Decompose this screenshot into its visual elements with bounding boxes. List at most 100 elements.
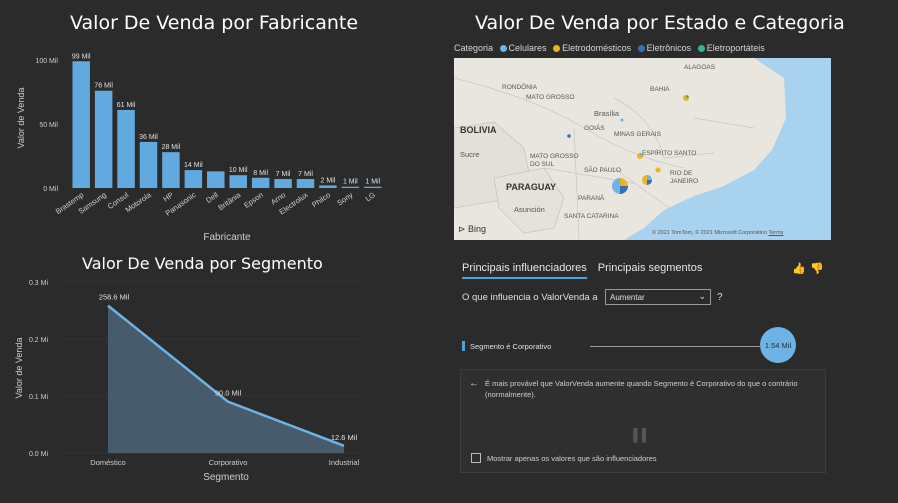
bing-logo: ⊳ Bing: [458, 224, 487, 234]
bar: [184, 170, 203, 188]
map-label-sc: SANTA CATARINA: [564, 213, 619, 220]
legend-item-eletroportateis[interactable]: Eletroportáteis: [694, 43, 765, 53]
bar-data-label: 99 Mil: [72, 53, 91, 60]
factor-bubble-value: 1.54 Mil: [764, 340, 792, 350]
legend-item-eletronicos[interactable]: Eletrônicos: [634, 43, 691, 53]
map-label-sao-paulo: SÃO PAULO: [584, 167, 622, 174]
influence-question: O que influencia o ValorVenda a: [462, 292, 598, 303]
factor-connector-line: [590, 346, 760, 347]
influencer-tabs: Principais influenciadores Principais se…: [462, 262, 710, 279]
legend-item-eletrodomesticos[interactable]: Eletrodomésticos: [549, 43, 631, 53]
fabricante-bar-chart: 0 Mil 50 Mil 100 Mil Valor de Venda Fabrican…: [16, 53, 382, 243]
x-tick-label: Industrial: [329, 458, 360, 467]
checkbox-label: Mostrar apenas os valores que são influe…: [487, 454, 657, 463]
map-label-mato-grosso: MATO GROSSO: [526, 94, 575, 101]
map-label-rondonia: RONDÔNIA: [502, 84, 538, 91]
influencer-detail-card: ← É mais provável que ValorVenda aumente…: [460, 369, 826, 473]
marker-rio[interactable]: [642, 175, 652, 185]
thumbs-up-icon[interactable]: 👍: [792, 263, 806, 275]
bar: [229, 175, 247, 188]
bar-data-label: 36 Mil: [139, 134, 158, 141]
chevron-down-icon: ⌄: [698, 291, 706, 301]
influencers-only-checkbox[interactable]: [471, 453, 481, 463]
marker-minas[interactable]: [637, 153, 643, 159]
map-label-ms: MATO GROSSO DO SUL: [530, 153, 579, 168]
x-axis-label: Segmento: [203, 472, 249, 483]
map-label-brasilia: Brasília: [594, 109, 620, 118]
back-arrow-icon[interactable]: ←: [469, 378, 479, 389]
bar-data-label: 7 Mil: [276, 171, 291, 178]
y-tick-label: 50 Mil: [39, 122, 58, 129]
legend-dot: [697, 45, 705, 52]
map-markers: [612, 95, 689, 194]
tab-principais-segmentos[interactable]: Principais segmentos: [597, 262, 703, 274]
legend-item-celulares[interactable]: Celulares: [496, 43, 547, 53]
bar: [274, 179, 292, 188]
legend-dot: [637, 45, 645, 52]
map-label-rio: RIO DE JANEIRO: [670, 170, 699, 185]
map-label-asuncion: Asunción: [514, 205, 545, 214]
y-axis-label: Valor de Venda: [16, 88, 26, 149]
tab-principais-influenciadores[interactable]: Principais influenciadores: [462, 262, 587, 279]
map-label-alagoas: ALAGOAS: [684, 64, 716, 71]
thumbs-down-icon[interactable]: 👎: [810, 263, 824, 275]
legend-dot: [499, 45, 507, 52]
x-tick-label: HP: [161, 190, 175, 203]
x-tick-label: Sony: [335, 190, 354, 207]
direction-select[interactable]: Aumentar ⌄: [605, 289, 711, 305]
factor-bubble[interactable]: 1.54 Mil: [760, 327, 796, 363]
fabricante-chart-title: Valor De Venda por Fabricante: [70, 12, 359, 34]
help-icon[interactable]: ?: [717, 292, 723, 303]
y-axis-label: Valor de Venda: [14, 338, 24, 399]
brazil-map[interactable]: RONDÔNIA MATO GROSSO BOLIVIA Sucre Brasí…: [454, 58, 831, 240]
legend-title: Categoria: [454, 43, 494, 53]
bar: [117, 109, 135, 188]
marker-es[interactable]: [655, 167, 661, 173]
marker-sao-paulo[interactable]: [612, 178, 628, 194]
factor-label[interactable]: Segmento é Corporativo: [470, 342, 552, 351]
x-tick-label: Doméstico: [90, 458, 125, 467]
bar: [319, 185, 337, 188]
map-copyright: © 2021 TomTom, © 2021 Microsoft Corporat…: [652, 230, 784, 236]
fabricante-chart-panel: Valor De Venda por Fabricante 0 Mil 50 Mi…: [0, 0, 440, 248]
bar-data-label: 28 Mil: [162, 144, 181, 151]
y-tick-label: 100 Mil: [35, 58, 58, 65]
x-axis-label: Fabricante: [203, 232, 251, 243]
bar: [296, 179, 315, 188]
bar: [251, 177, 270, 188]
bar-data-label: 10 Mil: [229, 167, 248, 174]
factor-marker: [462, 341, 465, 351]
bar: [207, 171, 225, 188]
segmento-area-chart: 0.0 Mi 0.1 Mi 0.2 Mi 0.3 Mi Valor de Venda Se…: [14, 280, 360, 483]
map-label-parana: PARANÁ: [578, 195, 605, 202]
map-label-goias: GOIÁS: [584, 125, 605, 132]
segmento-chart-panel: Valor De Venda por Segmento 0.0 Mi 0.1 Mi…: [0, 248, 440, 503]
bar-data-label: 1 Mil: [365, 179, 380, 186]
map-background: [454, 58, 831, 240]
bar-data-label: 14 Mil: [184, 162, 203, 169]
area-data-label: 90.0 Mil: [215, 389, 242, 398]
map-label-minas: MINAS GERAIS: [614, 131, 661, 138]
x-tick-label: Motorola: [124, 190, 154, 215]
y-tick-label: 0.1 Mi: [29, 394, 49, 401]
area-data-label: 12.6 Mil: [331, 433, 358, 442]
x-tick-label: Epson: [242, 190, 265, 210]
x-tick-label: Britânia: [216, 190, 243, 212]
bar-data-label: 2 Mil: [321, 177, 336, 184]
y-tick-label: 0.2 Mi: [29, 337, 49, 344]
y-tick-label: 0.3 Mi: [29, 280, 49, 287]
x-tick-label: Philco: [310, 190, 332, 209]
map-label-bahia: BAHIA: [650, 86, 670, 93]
area-fill: [108, 305, 344, 453]
legend-dot: [553, 45, 561, 52]
map-label-es: ESPÍRITO SANTO: [642, 150, 697, 157]
marker-bahia[interactable]: [683, 95, 689, 101]
bar: [94, 90, 113, 188]
bar: [139, 141, 158, 188]
map-legend: Categoria Celulares Eletrodomésticos Ele…: [454, 43, 765, 53]
bar-data-label: 76 Mil: [94, 83, 113, 90]
bar-data-label: 7 Mil: [298, 171, 313, 178]
map-terms-link[interactable]: Terms: [768, 230, 784, 236]
mini-chart-icon: ▐▐: [629, 428, 647, 442]
bar: [341, 186, 360, 188]
